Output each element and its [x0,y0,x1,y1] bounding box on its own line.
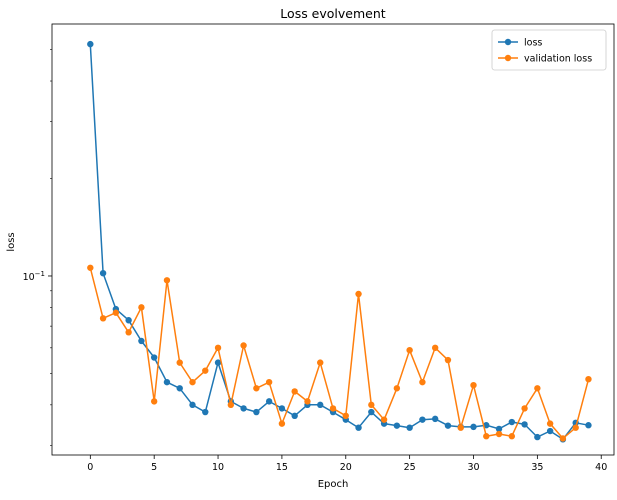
series-1-point-23 [380,416,388,423]
y-tick-label-0: 10−1 [23,270,45,283]
series-0-point-24 [393,422,401,429]
series-1-point-27 [431,344,439,352]
series-1-point-17 [304,398,311,405]
series-0-point-25 [406,424,413,431]
y-axis-label: loss [6,232,17,251]
chart-title: Loss evolvement [280,6,385,21]
series-0-point-9 [202,408,209,416]
legend-label-1: validation loss [524,54,592,65]
series-1-point-29 [457,424,464,431]
series-1-point-21 [355,290,362,298]
series-0-point-13 [253,408,260,416]
series-0-point-27 [431,415,439,423]
series-1-point-2 [112,309,120,316]
legend-marker-1 [504,54,512,62]
series-0-point-39 [585,422,592,429]
series-1-point-6 [163,277,171,284]
series-0-point-34 [521,421,528,428]
series-1-point-0 [87,264,94,271]
series-1-point-32 [495,430,503,438]
series-0-point-28 [444,422,452,429]
series-1-point-10 [214,344,222,352]
series-0-point-18 [317,401,324,409]
series-1-point-25 [406,346,413,354]
x-axis-label: Epoch [318,479,349,490]
series-0-point-16 [291,412,298,420]
x-tick-label-5: 5 [151,462,157,473]
legend: loss validation loss [491,29,607,71]
series-0-point-35 [534,433,541,441]
legend-marker-0 [504,38,512,46]
series-1-point-36 [546,420,554,427]
series-1-point-9 [202,367,209,374]
series-1-point-13 [253,385,260,392]
series-1-point-8 [189,378,196,386]
series-1-point-3 [125,329,132,336]
series-0-point-0 [87,40,94,48]
series-1-point-20 [342,412,349,420]
series-0-point-12 [240,405,247,412]
x-tick-label-10: 10 [212,462,224,473]
x-tick-label-20: 20 [340,462,352,473]
series-0-point-30 [470,423,477,431]
legend-box [491,29,607,71]
series-0-point-15 [278,405,286,412]
x-tick-label-30: 30 [467,462,479,473]
series-1-point-24 [393,385,401,392]
series-1-point-15 [278,420,286,427]
series-line-0 [89,44,589,441]
series-0-point-10 [214,359,222,366]
series-1-point-35 [534,385,541,392]
series-1-point-1 [99,315,107,322]
series-1-point-31 [483,433,490,440]
series-1-point-14 [265,378,273,386]
series-0-point-6 [163,378,171,386]
x-tick-label-15: 15 [276,462,288,473]
series-1-point-12 [240,342,247,349]
series-1-point-26 [419,378,426,386]
x-tick-label-0: 0 [87,462,93,473]
series-0-point-3 [125,317,132,324]
series-1-point-22 [368,401,375,409]
series-0-point-4 [138,337,145,345]
series-0-point-26 [419,416,426,423]
series-0-point-32 [495,425,503,433]
series-1-point-5 [150,398,158,405]
series-0-point-1 [99,269,107,277]
x-tick-label-35: 35 [531,462,543,473]
series-1-point-4 [138,304,145,311]
series-line-1 [89,267,590,440]
series-1-point-34 [521,405,528,412]
x-tick-label-25: 25 [404,462,416,473]
series-1-point-18 [317,359,324,366]
series-1-point-19 [329,405,337,412]
series-0-point-8 [189,401,196,409]
plot-area: 0 5 10 15 20 25 30 35 40 10−1 [23,40,607,473]
series-1-point-7 [176,359,183,366]
series-1-point-38 [572,424,579,431]
series-0-point-22 [368,408,375,416]
series-1-point-11 [227,401,235,409]
series-0-point-7 [176,385,183,392]
series-1-point-37 [559,435,567,442]
series-0-point-36 [546,427,554,435]
series-0-point-14 [265,398,273,405]
series-0-point-21 [355,424,362,431]
series-1-point-16 [291,388,298,395]
series-0-point-5 [150,354,158,361]
series-1-point-33 [508,433,516,440]
x-tick-label-40: 40 [595,462,607,473]
plot-frame [51,23,615,456]
series-1-point-30 [470,381,477,389]
series-1-point-28 [444,356,452,364]
legend-label-0: loss [524,38,542,49]
series-0-point-33 [508,418,516,426]
series-1-point-39 [585,375,592,383]
